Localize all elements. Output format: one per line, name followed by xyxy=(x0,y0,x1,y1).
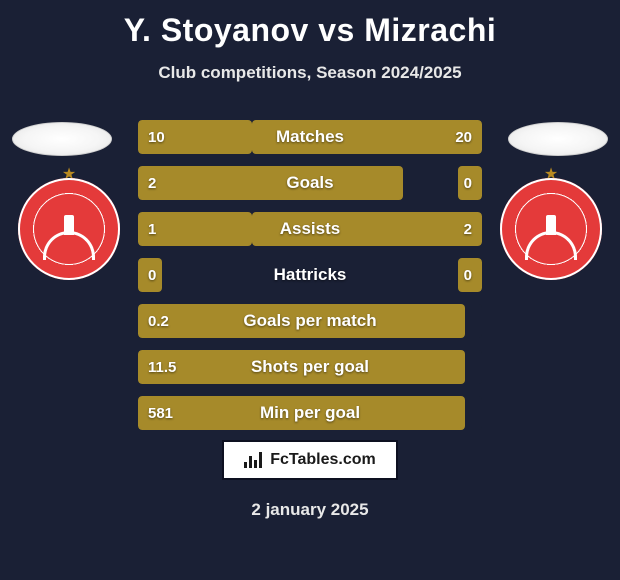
title-player-left: Y. Stoyanov xyxy=(124,12,309,48)
stat-label: Assists xyxy=(138,212,482,246)
stat-row: 1020Matches xyxy=(138,120,482,154)
club-badge-right: ★ xyxy=(500,178,602,280)
page-title: Y. Stoyanov vs Mizrachi xyxy=(0,0,620,49)
brand-box[interactable]: FcTables.com xyxy=(222,440,398,480)
stat-label: Hattricks xyxy=(138,258,482,292)
club-badge-left: ★ xyxy=(18,178,120,280)
title-player-right: Mizrachi xyxy=(364,12,496,48)
stat-label: Goals xyxy=(138,166,482,200)
kit-shape-left xyxy=(12,122,112,156)
stat-label: Min per goal xyxy=(138,396,482,430)
stat-label: Goals per match xyxy=(138,304,482,338)
stats-container: 1020Matches 20Goals 12Assists 00Hattricks 0.… xyxy=(138,120,482,442)
stat-row: 0.2Goals per match xyxy=(138,304,482,338)
stat-label: Matches xyxy=(138,120,482,154)
kit-shape-right xyxy=(508,122,608,156)
stat-row: 11.5Shots per goal xyxy=(138,350,482,384)
stat-label: Shots per goal xyxy=(138,350,482,384)
stat-row: 581Min per goal xyxy=(138,396,482,430)
subtitle: Club competitions, Season 2024/2025 xyxy=(0,63,620,83)
stat-row: 20Goals xyxy=(138,166,482,200)
footer-date: 2 january 2025 xyxy=(0,500,620,520)
title-vs: vs xyxy=(318,12,355,48)
stat-row: 12Assists xyxy=(138,212,482,246)
chart-icon xyxy=(244,452,264,468)
brand-label: FcTables.com xyxy=(270,451,376,469)
stat-row: 00Hattricks xyxy=(138,258,482,292)
